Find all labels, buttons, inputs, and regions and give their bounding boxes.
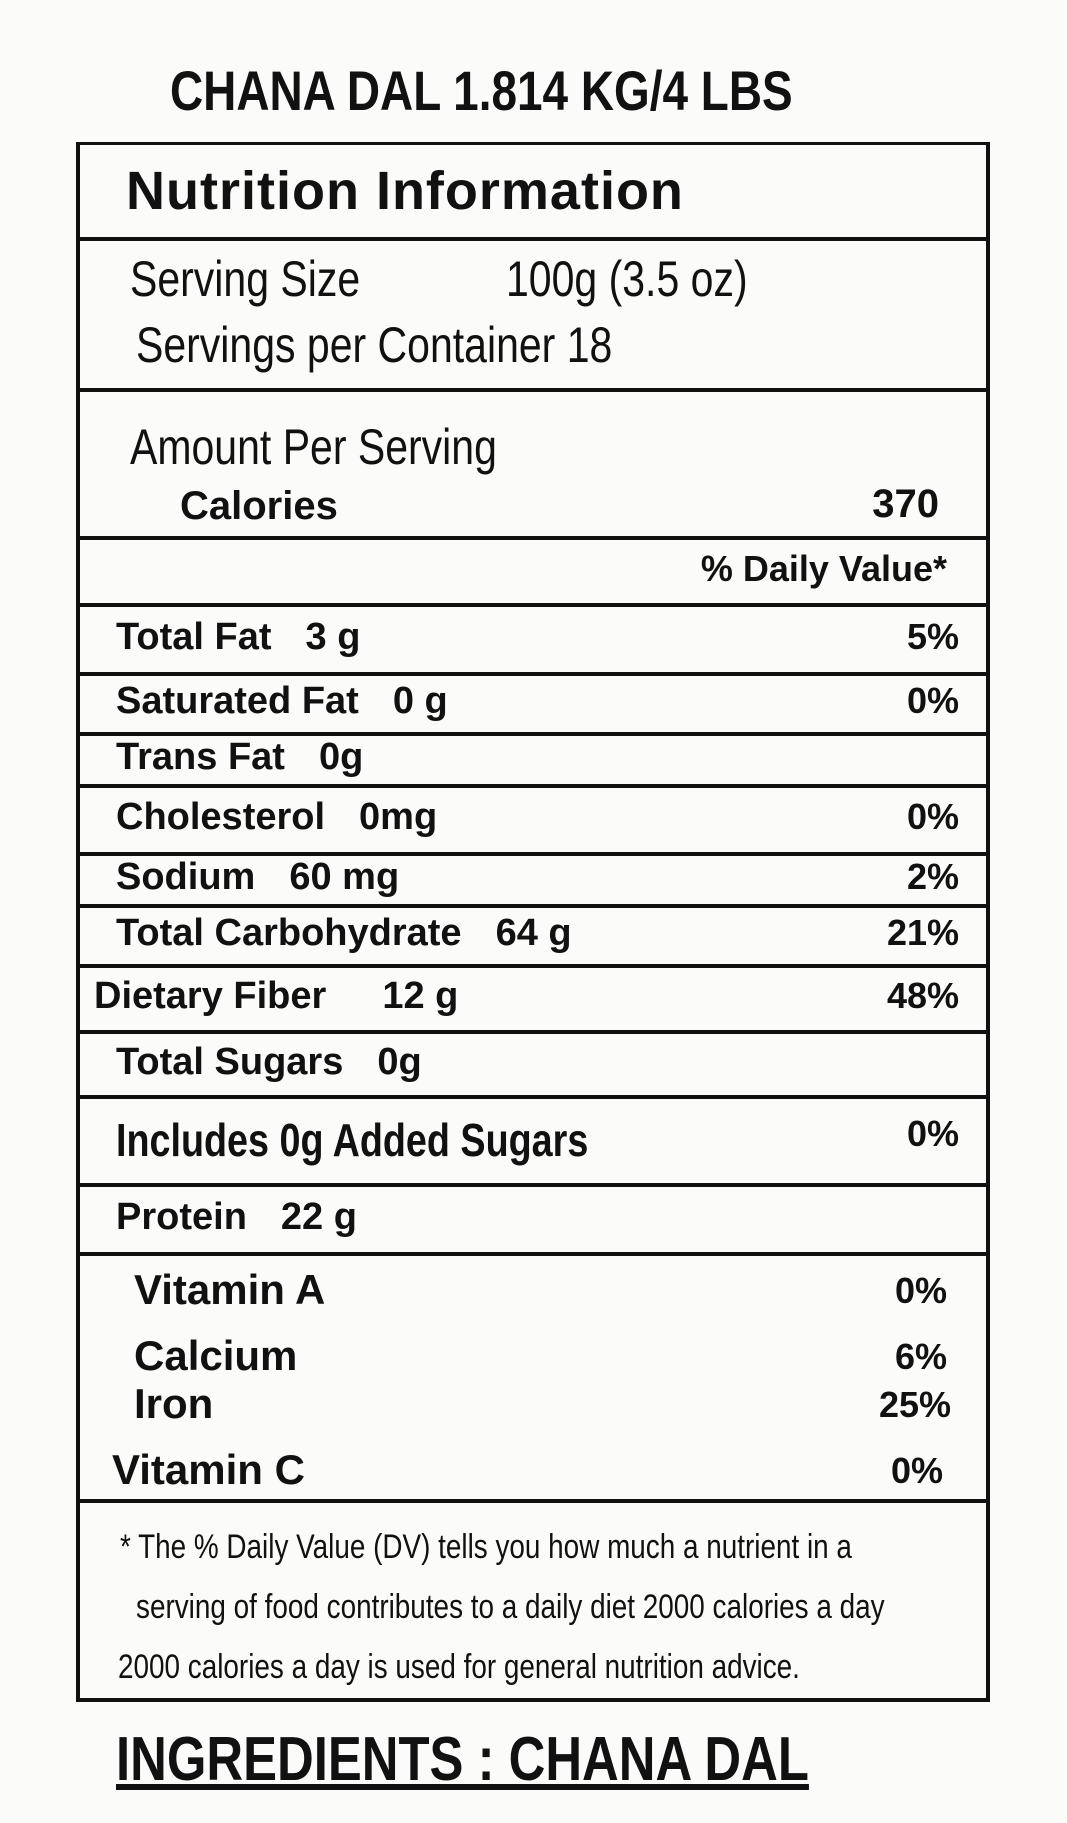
divider xyxy=(76,784,986,788)
nutrient-amount: 12 g xyxy=(382,975,459,1018)
footnote-line: serving of food contributes to a daily d… xyxy=(136,1588,885,1626)
nutrient-name: Cholesterol xyxy=(116,796,326,839)
divider xyxy=(76,1095,986,1099)
divider xyxy=(76,1030,986,1034)
divider xyxy=(76,964,986,968)
daily-value: 21% xyxy=(886,912,959,954)
amount-per-serving: Amount Per Serving xyxy=(130,419,497,475)
daily-value: 0% xyxy=(906,796,959,838)
nutrient-name: Trans Fat xyxy=(116,736,285,779)
daily-value: 2% xyxy=(906,856,959,898)
daily-value: 0% xyxy=(906,1112,959,1154)
vitamin-name: Vitamin A xyxy=(134,1266,326,1313)
nutrient-name: Total Sugars xyxy=(116,1040,344,1083)
product-title: CHANA DAL 1.814 KG/4 LBS xyxy=(170,59,793,122)
vitamin-value: 0% xyxy=(894,1270,947,1311)
nutrient-amount: 0mg xyxy=(359,796,438,839)
nutrient-amount: 64 g xyxy=(495,912,572,955)
nutrient-amount: 60 mg xyxy=(289,856,400,899)
nutrient-amount: 0 g xyxy=(392,680,448,723)
divider xyxy=(76,603,986,607)
daily-value: 5% xyxy=(906,615,959,657)
nutrient-name: Saturated Fat xyxy=(116,680,359,723)
vitamin-name: Calcium xyxy=(134,1332,298,1379)
vitamin-value: 0% xyxy=(890,1450,943,1491)
nutrient-amount: 22 g xyxy=(280,1196,357,1239)
panel-title: Nutrition Information xyxy=(126,161,684,221)
ingredients: INGREDIENTS : CHANA DAL xyxy=(116,1725,809,1794)
vitamin-value: 6% xyxy=(894,1336,947,1377)
nutrient-amount: 0g xyxy=(377,1040,422,1083)
divider xyxy=(76,1252,986,1256)
divider xyxy=(76,1499,986,1503)
footnote-line: 2000 calories a day is used for general … xyxy=(118,1648,800,1686)
daily-value: 48% xyxy=(886,975,959,1017)
divider xyxy=(76,388,986,392)
vitamin-name: Vitamin C xyxy=(112,1446,305,1493)
nutrient-name: Total Fat xyxy=(116,615,272,658)
nutrient-name: Protein xyxy=(116,1196,247,1239)
daily-value-header: % Daily Value* xyxy=(700,548,947,589)
divider xyxy=(76,237,986,241)
divider xyxy=(76,904,986,908)
calories-value: 370 xyxy=(872,482,939,526)
nutrient-name: Dietary Fiber xyxy=(94,975,327,1018)
divider xyxy=(76,852,986,856)
vitamin-name: Iron xyxy=(134,1380,214,1427)
divider xyxy=(76,732,986,736)
nutrition-panel xyxy=(76,142,990,1702)
serving-size-label: Serving Size xyxy=(130,251,361,307)
nutrient-amount: 3 g xyxy=(305,615,361,658)
divider xyxy=(76,1183,986,1187)
nutrient-name: Includes 0g Added Sugars xyxy=(116,1113,589,1166)
calories-label: Calories xyxy=(180,484,338,528)
daily-value: 0% xyxy=(906,680,959,722)
footnote-line: * The % Daily Value (DV) tells you how m… xyxy=(120,1528,852,1566)
nutrient-name: Total Carbohydrate xyxy=(116,912,462,955)
divider xyxy=(76,536,986,540)
serving-size-value: 100g (3.5 oz) xyxy=(506,251,748,307)
vitamin-value: 25% xyxy=(878,1384,951,1425)
divider xyxy=(76,672,986,676)
nutrient-name: Sodium xyxy=(116,856,256,899)
nutrient-amount: 0g xyxy=(318,736,364,779)
servings-per-container: Servings per Container 18 xyxy=(136,317,613,373)
